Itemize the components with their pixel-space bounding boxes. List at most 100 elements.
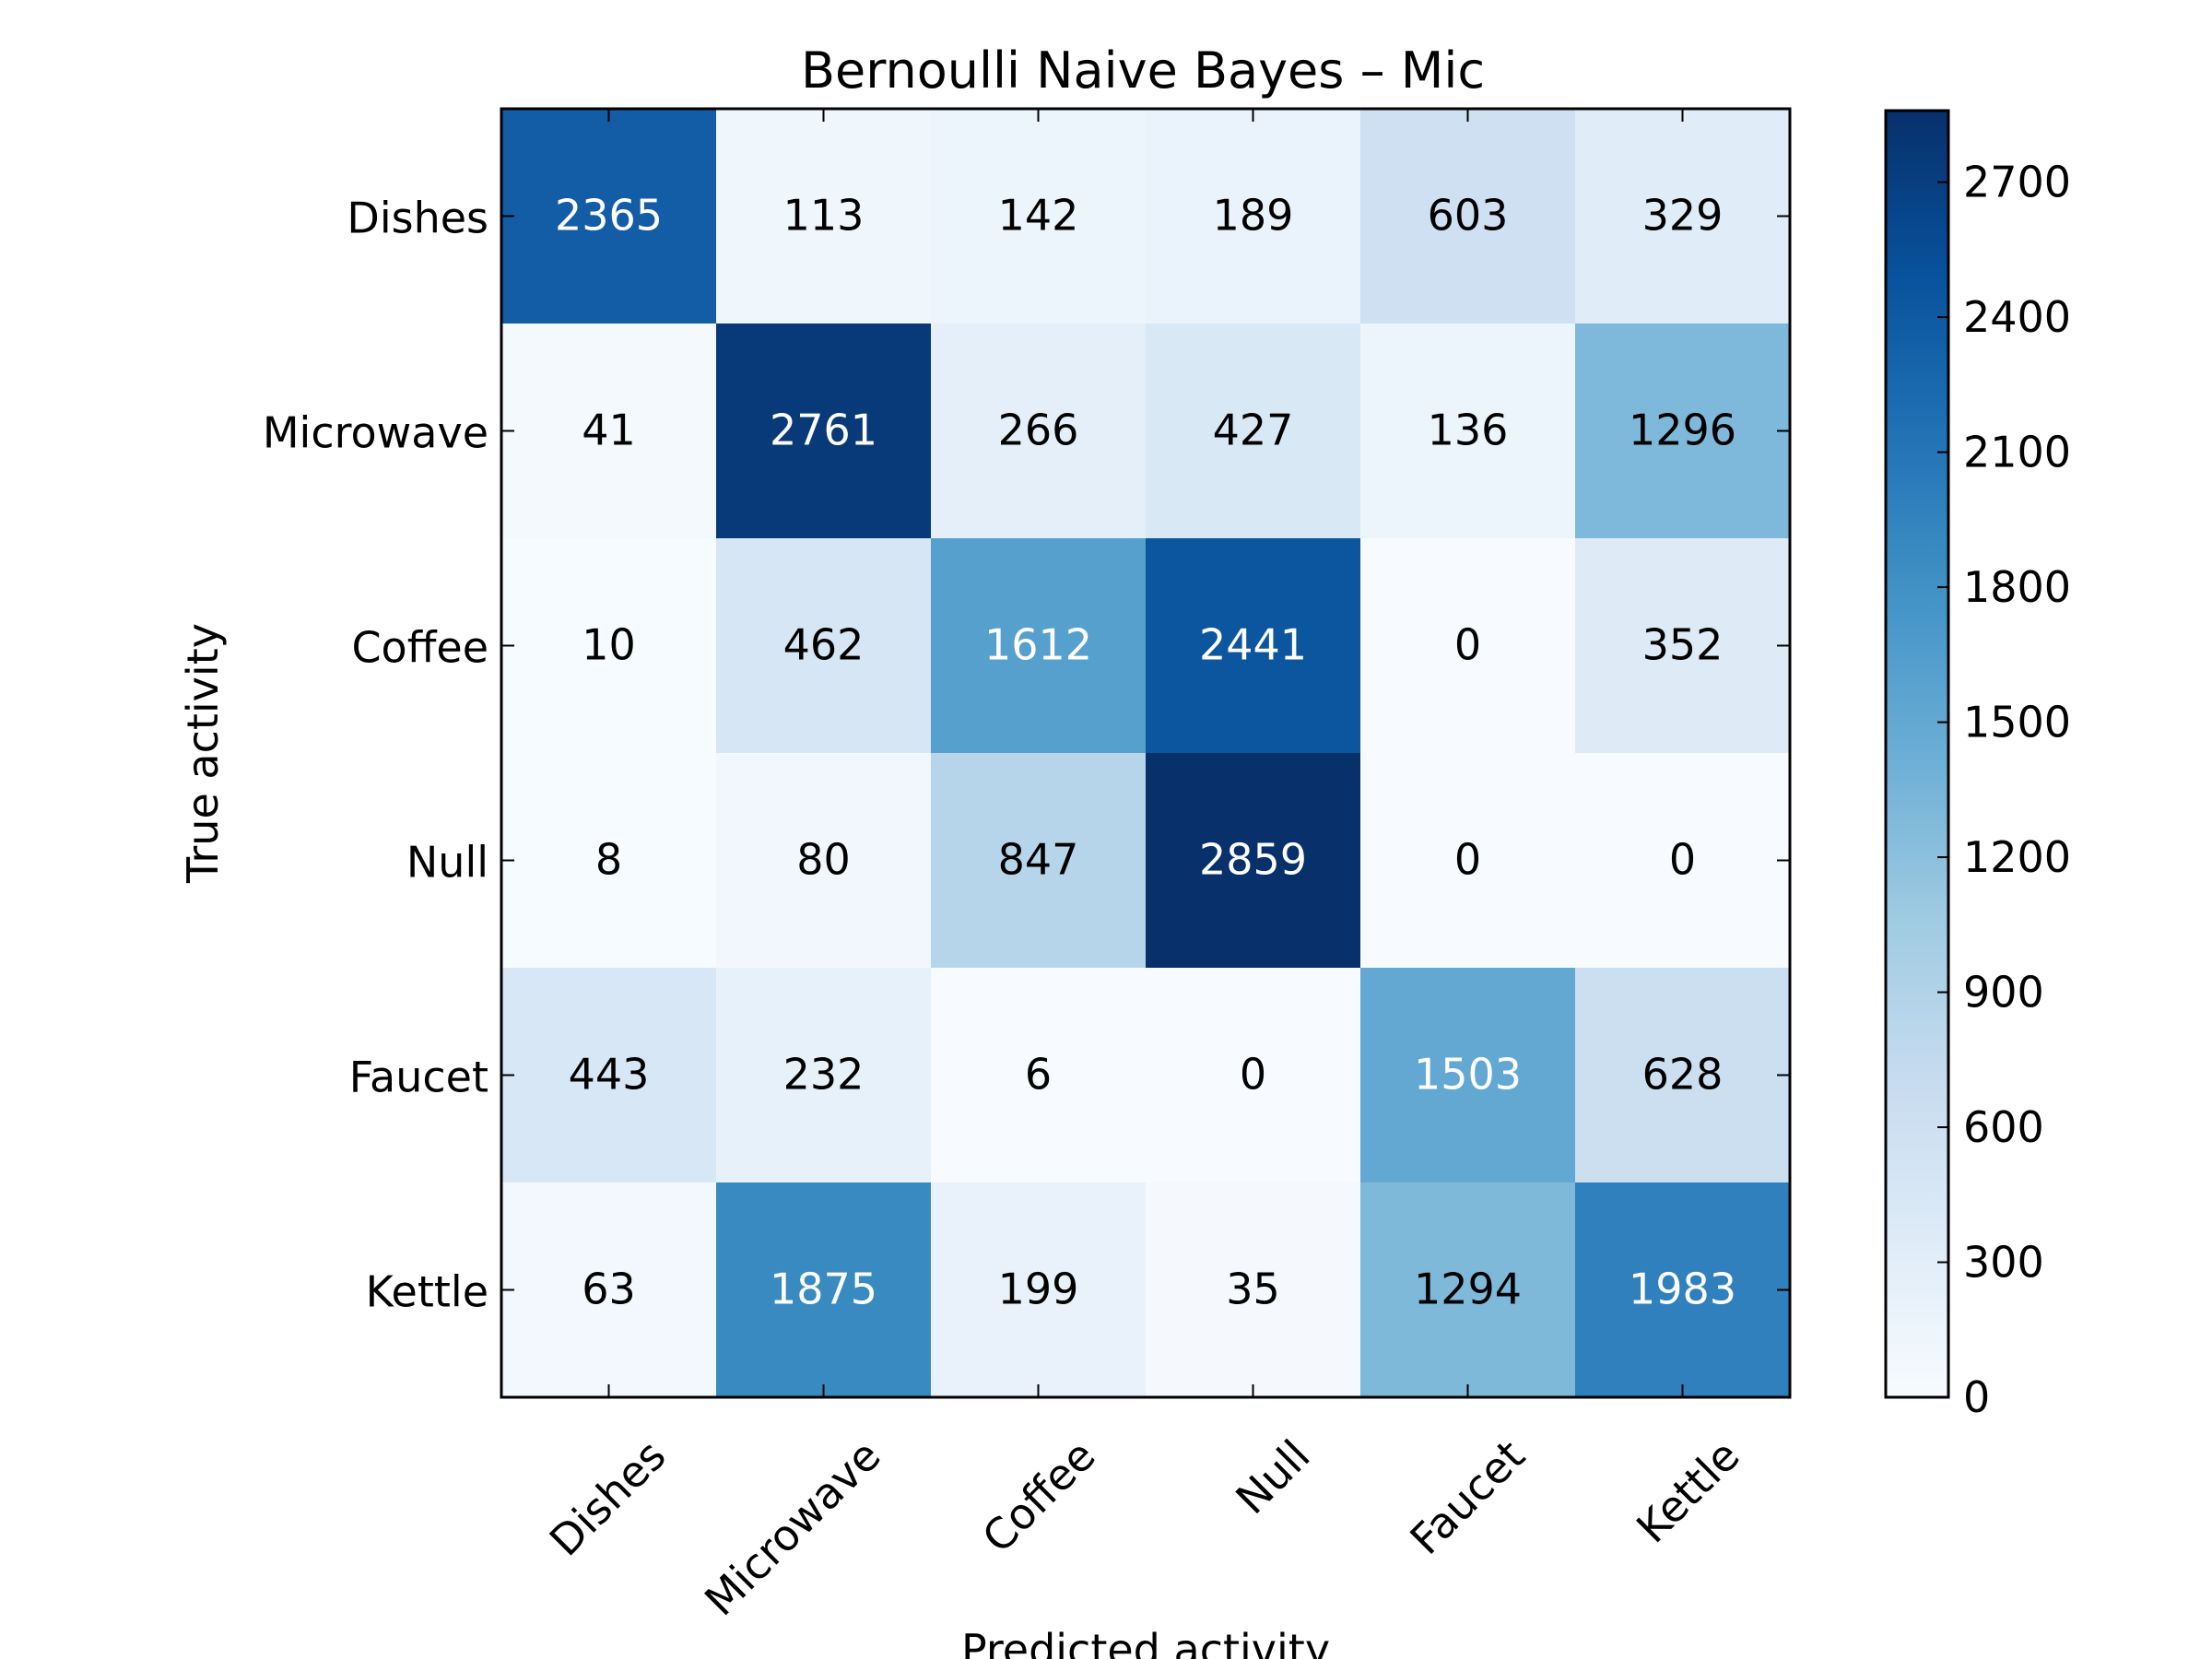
cell-value-label: 847 (998, 835, 1079, 885)
heatmap-cell (501, 1182, 717, 1398)
heatmap-cell (501, 324, 717, 539)
heatmap-cell (501, 109, 717, 324)
cell-value-label: 352 (1642, 620, 1724, 670)
cell-value-label: 2365 (555, 191, 663, 241)
cell-value-label: 0 (1669, 835, 1696, 885)
heatmap-cell (1575, 753, 1791, 969)
heatmap-cell (931, 1182, 1147, 1398)
cell-value-label: 329 (1642, 191, 1724, 241)
heatmap-cell (1360, 753, 1576, 969)
heatmap-cell (1146, 538, 1361, 754)
heatmap-cell (1146, 109, 1361, 324)
cell-value-label: 63 (582, 1265, 636, 1314)
colorbar-tick-label: 2100 (1963, 428, 2071, 477)
cell-value-label: 1294 (1414, 1265, 1522, 1314)
heatmap-cell (716, 753, 932, 969)
axis-ticks (501, 109, 1790, 1397)
heatmap-cell (1146, 324, 1361, 539)
heatmap-cell (501, 753, 717, 969)
cell-value-label: 6 (1025, 1050, 1052, 1100)
heatmap-cell (501, 968, 717, 1183)
colorbar (1884, 109, 1950, 1399)
x-tick-label: Faucet (1400, 1430, 1534, 1564)
colorbar-tick-label: 900 (1963, 968, 2044, 1018)
colorbar-tick-label: 1500 (1963, 698, 2071, 747)
heatmap-cell (716, 968, 932, 1183)
cell-value-label: 427 (1213, 406, 1294, 455)
cell-value-label: 266 (998, 406, 1079, 455)
heatmap-cell (716, 109, 932, 324)
heatmap-cell (931, 324, 1147, 539)
heatmap-cell (931, 109, 1147, 324)
cell-value-label: 10 (582, 620, 636, 670)
cell-value-label: 199 (998, 1265, 1079, 1314)
x-tick-label: Dishes (540, 1430, 676, 1566)
cell-value-label: 2859 (1199, 835, 1307, 885)
cell-value-label: 2441 (1199, 620, 1307, 670)
heatmap-cell (1360, 109, 1576, 324)
heatmap-cell (716, 538, 932, 754)
colorbar-ticks: 0 300 600 900 1200 1500 1800 2100 2400 2700 (1937, 158, 2071, 1422)
cell-value-label: 628 (1642, 1050, 1724, 1100)
colorbar-tick-label: 600 (1963, 1102, 2044, 1152)
heatmap-cell (1575, 538, 1791, 754)
cell-value-label: 80 (796, 835, 851, 885)
y-tick-label: Dishes (347, 194, 488, 243)
heatmap-cell (1146, 968, 1361, 1183)
heatmap-cell (931, 968, 1147, 1183)
cell-value-label: 113 (783, 191, 865, 241)
chart-title: Bernoulli Naive Bayes – Mic (801, 41, 1485, 100)
cell-value-label: 35 (1226, 1265, 1280, 1314)
y-tick-label: Kettle (366, 1267, 488, 1317)
cell-value-label: 232 (783, 1050, 865, 1100)
heatmap-cell (1360, 324, 1576, 539)
heatmap-cell (716, 1182, 932, 1398)
y-axis-tick-labels: Dishes Microwave Coffee Null Faucet Kettle (263, 194, 488, 1317)
heatmap-cell (1360, 1182, 1576, 1398)
heatmap-cell (1360, 968, 1576, 1183)
cell-value-label: 8 (595, 835, 622, 885)
cell-value-label: 443 (569, 1050, 650, 1100)
heatmap-cell (1575, 109, 1791, 324)
cell-value-label: 0 (1454, 620, 1481, 670)
colorbar-tick-label: 1800 (1963, 562, 2071, 612)
cell-value-label: 1983 (1629, 1265, 1736, 1314)
heatmap-cell-labels: 2365 113 142 189 603 329 41 2761 266 427 136 1296 10… (555, 191, 1736, 1314)
y-tick-label: Coffee (351, 623, 488, 673)
x-tick-label: Microwave (695, 1430, 890, 1626)
x-tick-label: Coffee (972, 1430, 1104, 1562)
heatmap-cell (931, 753, 1147, 969)
cell-value-label: 136 (1428, 406, 1509, 455)
heatmap-cell (501, 538, 717, 754)
cell-value-label: 1875 (770, 1265, 877, 1314)
cell-value-label: 41 (582, 406, 636, 455)
y-axis-label: True activity (178, 623, 228, 884)
heatmap-cell (1360, 538, 1576, 754)
heatmap-cell (1146, 753, 1361, 969)
plot-frame (500, 107, 1792, 1399)
colorbar-tick-label: 2400 (1963, 292, 2071, 342)
colorbar-tick-label: 0 (1963, 1372, 1990, 1422)
cell-value-label: 1503 (1414, 1050, 1522, 1100)
x-axis-label: Predicted activity (961, 1625, 1330, 1659)
cell-value-label: 462 (783, 620, 865, 670)
heatmap-cell (716, 324, 932, 539)
cell-value-label: 603 (1428, 191, 1509, 241)
y-tick-label: Faucet (349, 1053, 488, 1102)
colorbar-tick-label: 1200 (1963, 832, 2071, 882)
x-tick-label: Kettle (1627, 1430, 1748, 1552)
heatmap-cell (931, 538, 1147, 754)
heatmap-cell (1146, 1182, 1361, 1398)
cell-value-label: 2761 (770, 406, 877, 455)
x-axis-tick-labels: Dishes Microwave Coffee Null Faucet Kettle (540, 1430, 1749, 1626)
cell-value-label: 0 (1240, 1050, 1266, 1100)
cell-value-label: 189 (1213, 191, 1294, 241)
y-tick-label: Microwave (263, 408, 488, 458)
heatmap-cell (1575, 1182, 1791, 1398)
cell-value-label: 1296 (1629, 406, 1736, 455)
x-tick-label: Null (1226, 1430, 1319, 1524)
heatmap-cell (1575, 968, 1791, 1183)
heatmap-cells (501, 109, 1791, 1398)
cell-value-label: 142 (998, 191, 1079, 241)
